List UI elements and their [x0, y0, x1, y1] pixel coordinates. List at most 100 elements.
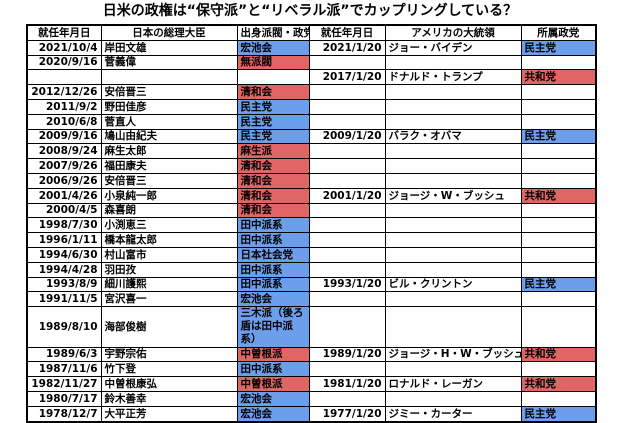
us-party-cell: 共和党: [520, 187, 597, 204]
us-president-cell: [384, 84, 522, 100]
jp-prime-minister-cell: 細川護熙: [100, 276, 238, 293]
jp-inauguration-date-cell: 2011/9/2: [26, 98, 102, 115]
jp-inauguration-date-cell: 2008/9/24: [26, 143, 102, 160]
jp-faction-cell: 宏池会: [236, 405, 310, 423]
table-row: 2012/12/26 安倍晋三 清和会: [26, 84, 597, 100]
us-inauguration-date-cell: 2017/1/20: [308, 69, 386, 86]
jp-prime-minister-cell: 橋本龍太郎: [100, 232, 238, 248]
us-inauguration-date-cell: [308, 113, 386, 130]
us-president-cell: [384, 143, 522, 160]
us-inauguration-date-cell: [308, 246, 386, 263]
us-president-cell: ロナルド・レーガン: [384, 376, 522, 392]
us-party-cell: [520, 158, 597, 174]
page-title: 日米の政権は“保守派”と“リベラル派”でカップリングしている？: [102, 3, 518, 19]
table-row: 1994/4/28 羽田孜 田中派系: [26, 261, 597, 278]
column-header: 日本の総理大臣: [100, 24, 238, 41]
us-party-cell: [520, 217, 597, 234]
jp-prime-minister-cell: 海部俊樹: [100, 306, 238, 348]
jp-faction-cell: 清和会: [236, 158, 310, 174]
us-president-cell: [384, 291, 522, 308]
table-row: 1998/7/30 小渕恵三 田中派系: [26, 217, 597, 234]
jp-inauguration-date-cell: 1994/6/30: [26, 246, 102, 263]
jp-inauguration-date-cell: [26, 69, 102, 86]
column-header: 就任年月日: [308, 24, 386, 41]
table-row: 1989/6/3 宇野宗佑 中曽根派 1989/1/20 ジョージ・H・W・ブッシュ 共和…: [26, 346, 597, 363]
jp-faction-cell: [236, 69, 310, 86]
jp-prime-minister-cell: 鳩山由紀夫: [100, 128, 238, 145]
jp-prime-minister-cell: 野田佳彦: [100, 98, 238, 115]
jp-faction-cell: 日本社会党: [236, 246, 310, 263]
us-party-cell: [520, 390, 597, 407]
jp-prime-minister-cell: 宇野宗佑: [100, 346, 238, 363]
us-president-cell: [384, 306, 522, 348]
us-inauguration-date-cell: [308, 261, 386, 278]
us-party-cell: 民主党: [520, 405, 597, 423]
jp-inauguration-date-cell: 1994/4/28: [26, 261, 102, 278]
jp-inauguration-date-cell: 1998/7/30: [26, 217, 102, 234]
us-president-cell: ドナルド・トランプ: [384, 69, 522, 86]
jp-inauguration-date-cell: 1989/8/10: [26, 306, 102, 348]
us-party-cell: [520, 246, 597, 263]
jp-prime-minister-cell: 村山富市: [100, 246, 238, 263]
us-inauguration-date-cell: 2001/1/20: [308, 187, 386, 204]
us-party-cell: 共和党: [520, 346, 597, 363]
table-row: 2010/6/8 菅直人 民主党: [26, 113, 597, 130]
jp-prime-minister-cell: 中曽根康弘: [100, 376, 238, 392]
jp-faction-cell: 清和会: [236, 187, 310, 204]
column-header: 出身派閥・政党: [236, 24, 310, 41]
us-president-cell: [384, 361, 522, 378]
jp-faction-cell: 清和会: [236, 84, 310, 100]
table-row: 2000/4/5 森喜朗 清和会: [26, 202, 597, 219]
us-inauguration-date-cell: 1977/1/20: [308, 405, 386, 423]
header-row: 就任年月日 日本の総理大臣 出身派閥・政党 就任年月日 アメリカの大統領 所属政党: [26, 24, 597, 41]
us-party-cell: 共和党: [520, 376, 597, 392]
jp-faction-cell: 田中派系: [236, 361, 310, 378]
jp-prime-minister-cell: 森喜朗: [100, 202, 238, 219]
us-president-cell: [384, 390, 522, 407]
us-party-cell: [520, 143, 597, 160]
table-row: 1994/6/30 村山富市 日本社会党: [26, 246, 597, 263]
jp-faction-cell: 宏池会: [236, 291, 310, 308]
jp-prime-minister-cell: 安倍晋三: [100, 172, 238, 189]
jp-faction-cell: 宏池会: [236, 390, 310, 407]
us-inauguration-date-cell: [308, 217, 386, 234]
us-party-cell: [520, 54, 597, 71]
us-inauguration-date-cell: [308, 361, 386, 378]
jp-prime-minister-cell: 宮沢喜一: [100, 291, 238, 308]
us-president-cell: ジミー・カーター: [384, 405, 522, 423]
jp-faction-cell: 田中派系: [236, 232, 310, 248]
jp-faction-cell: 田中派系: [236, 217, 310, 234]
jp-prime-minister-cell: 大平正芳: [100, 405, 238, 423]
table-row: 1996/1/11 橋本龍太郎 田中派系: [26, 232, 597, 248]
jp-inauguration-date-cell: 2001/4/26: [26, 187, 102, 204]
us-party-cell: 民主党: [520, 276, 597, 293]
column-header: 所属政党: [520, 24, 597, 41]
jp-faction-cell: 民主党: [236, 113, 310, 130]
jp-inauguration-date-cell: 1987/11/6: [26, 361, 102, 378]
jp-faction-cell: 中曽根派: [236, 376, 310, 392]
jp-inauguration-date-cell: 2020/9/16: [26, 54, 102, 71]
jp-prime-minister-cell: 小渕恵三: [100, 217, 238, 234]
table-row: 1993/8/9 細川護熙 田中派系 1993/1/20 ビル・クリントン 民主党: [26, 276, 597, 293]
us-party-cell: 民主党: [520, 39, 597, 56]
us-party-cell: [520, 172, 597, 189]
jp-prime-minister-cell: 安倍晋三: [100, 84, 238, 100]
jp-faction-cell: 中曽根派: [236, 346, 310, 363]
jp-faction-cell: 麻生派: [236, 143, 310, 160]
us-inauguration-date-cell: [308, 232, 386, 248]
us-party-cell: [520, 98, 597, 115]
jp-prime-minister-cell: 竹下登: [100, 361, 238, 378]
jp-prime-minister-cell: 岸田文雄: [100, 39, 238, 56]
jp-prime-minister-cell: 羽田孜: [100, 261, 238, 278]
us-inauguration-date-cell: 2009/1/20: [308, 128, 386, 145]
jp-prime-minister-cell: [100, 69, 238, 86]
us-president-cell: [384, 246, 522, 263]
us-president-cell: [384, 158, 522, 174]
us-inauguration-date-cell: [308, 306, 386, 348]
jp-inauguration-date-cell: 1980/7/17: [26, 390, 102, 407]
us-inauguration-date-cell: [308, 291, 386, 308]
us-president-cell: [384, 232, 522, 248]
table-row: 1980/7/17 鈴木善幸 宏池会: [26, 390, 597, 407]
jp-prime-minister-cell: 菅義偉: [100, 54, 238, 71]
us-inauguration-date-cell: [308, 158, 386, 174]
